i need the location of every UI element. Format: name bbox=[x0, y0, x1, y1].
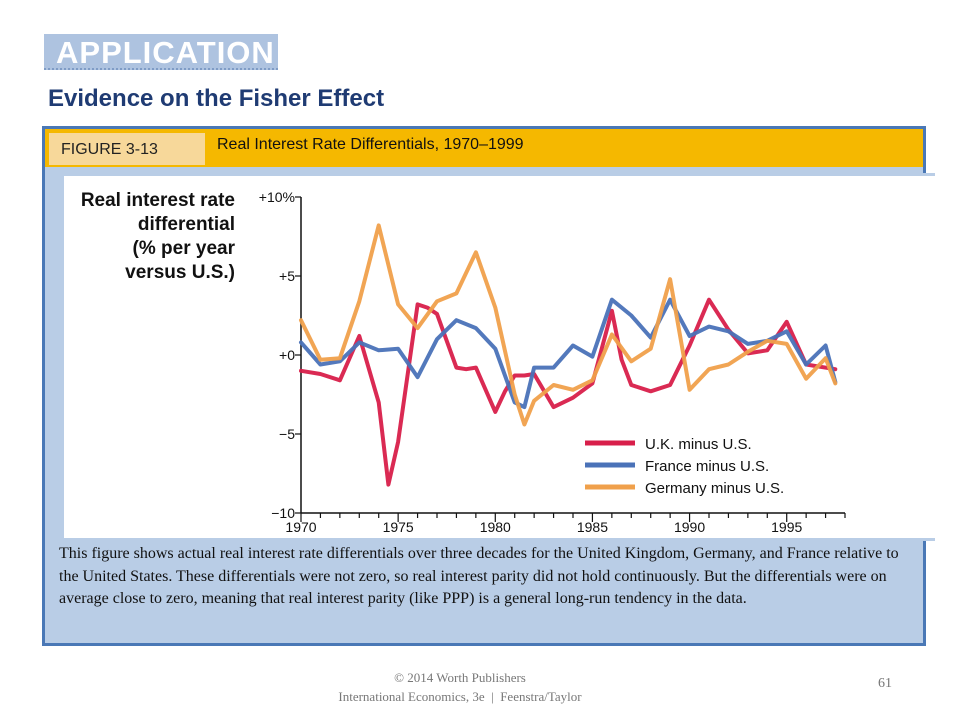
y-tick-label: −5 bbox=[279, 426, 295, 442]
section-label: APPLICATION bbox=[56, 35, 275, 70]
y-tick-label: +0 bbox=[279, 347, 295, 363]
series-line-france bbox=[299, 297, 838, 410]
x-tick-label: 1990 bbox=[674, 519, 705, 535]
figure-caption: This figure shows actual real interest r… bbox=[59, 545, 899, 607]
page-number: 61 bbox=[878, 676, 892, 691]
y-axis-title-line: differential bbox=[138, 214, 235, 235]
series-line-uk bbox=[299, 297, 838, 487]
y-tick-label: +5 bbox=[279, 268, 295, 284]
y-tick-label: −10 bbox=[271, 505, 295, 521]
y-axis-title-line: Real interest rate bbox=[81, 190, 235, 211]
figure-title: Real Interest Rate Differentials, 1970–1… bbox=[217, 136, 524, 153]
x-tick-label: 1975 bbox=[383, 519, 414, 535]
series-line-germany bbox=[299, 223, 838, 427]
series-lines bbox=[299, 223, 838, 487]
footer: © 2014 Worth Publishers International Ec… bbox=[300, 668, 620, 706]
legend: U.K. minus U.S. France minus U.S. Germany … bbox=[585, 436, 784, 497]
figure-frame: FIGURE 3-13 Real Interest Rate Different… bbox=[42, 126, 935, 646]
legend-label: U.K. minus U.S. bbox=[645, 436, 752, 453]
y-tick-label: +10% bbox=[259, 189, 295, 205]
legend-label: France minus U.S. bbox=[645, 458, 769, 475]
x-tick-label: 1995 bbox=[771, 519, 802, 535]
chart: Real interest rate differential (% per yea… bbox=[61, 173, 935, 541]
y-axis-title-line: (% per year bbox=[133, 238, 236, 259]
book-citation: International Economics, 3e | Feenstra/T… bbox=[338, 689, 582, 704]
x-tick-label: 1980 bbox=[480, 519, 511, 535]
figure-label: FIGURE 3-13 bbox=[61, 141, 158, 158]
x-tick-label: 1985 bbox=[577, 519, 608, 535]
section-tag: APPLICATION bbox=[44, 34, 278, 70]
copyright: © 2014 Worth Publishers bbox=[394, 670, 526, 685]
y-axis-title-line: versus U.S.) bbox=[125, 262, 235, 283]
slide-title: Evidence on the Fisher Effect bbox=[48, 85, 385, 112]
y-axis-title: Real interest rate differential (% per yea… bbox=[81, 190, 236, 283]
dotted-underline bbox=[44, 68, 278, 70]
legend-label: Germany minus U.S. bbox=[645, 480, 784, 497]
axes bbox=[295, 196, 846, 522]
figure-label-box: FIGURE 3-13 bbox=[49, 133, 205, 165]
figure-header-bar: FIGURE 3-13 Real Interest Rate Different… bbox=[45, 129, 923, 167]
x-tick-label: 1970 bbox=[285, 519, 316, 535]
